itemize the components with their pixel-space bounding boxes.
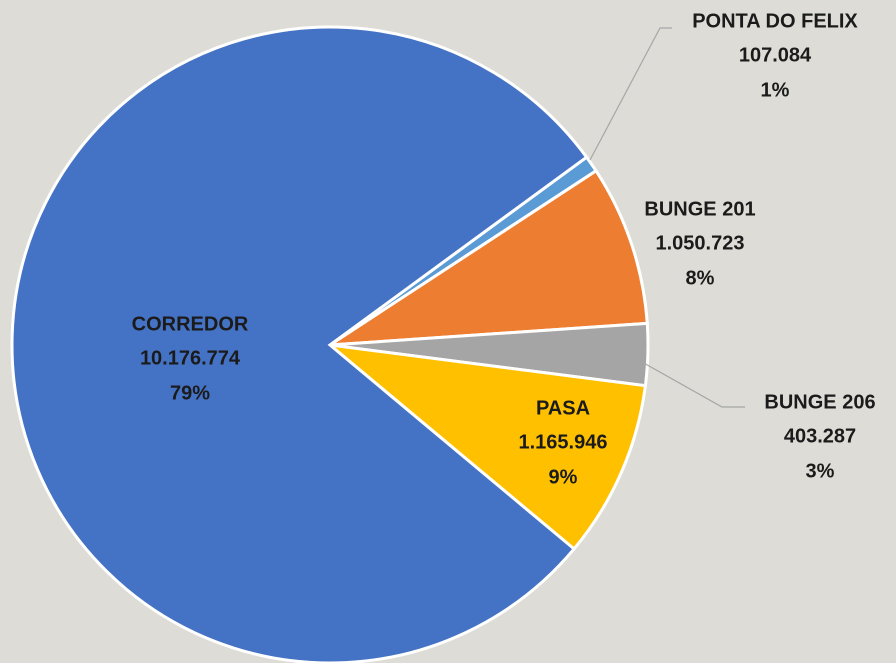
slice-value-label: 10.176.774 <box>140 347 241 369</box>
slice-percent-label: 9% <box>549 466 578 488</box>
slice-percent-label: 1% <box>761 79 790 101</box>
leader-line <box>641 361 745 408</box>
leader-line <box>589 27 672 161</box>
slice-percent-label: 8% <box>686 267 715 289</box>
slice-percent-label: 79% <box>170 382 210 404</box>
slice-label: CORREDOR <box>132 313 249 335</box>
slice-value-label: 1.050.723 <box>656 232 745 254</box>
slice-value-label: 107.084 <box>739 44 812 66</box>
slice-value-label: 403.287 <box>784 425 856 447</box>
slice-value-label: 1.165.946 <box>519 431 608 453</box>
pie-slice <box>324 168 649 347</box>
slice-percent-label: 3% <box>806 460 835 482</box>
slice-label: PONTA DO FELIX <box>692 10 858 32</box>
pie-slice <box>325 342 648 552</box>
pie-slice <box>10 25 589 663</box>
slice-label: BUNGE 201 <box>644 198 755 220</box>
slice-label: BUNGE 206 <box>764 391 875 413</box>
slice-label: PASA <box>536 397 590 419</box>
